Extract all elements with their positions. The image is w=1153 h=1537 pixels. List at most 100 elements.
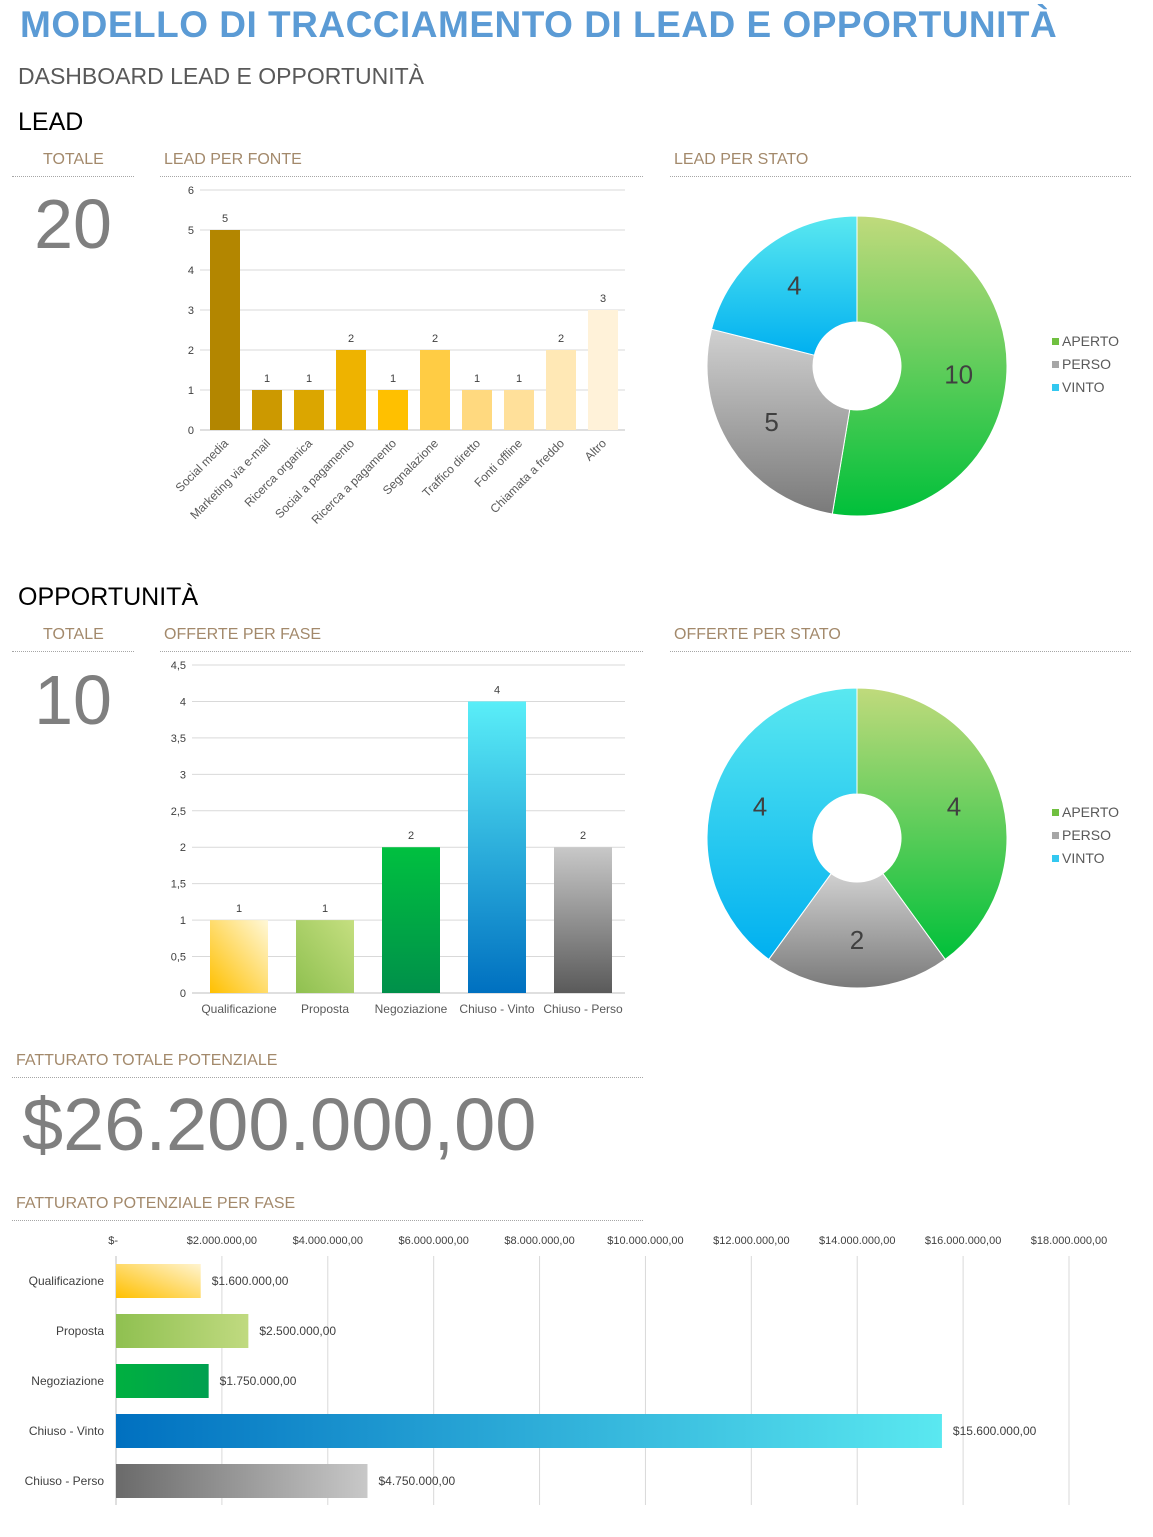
y-tick-label: 4,5	[171, 660, 186, 672]
y-tick-label: 3,5	[171, 733, 186, 745]
data-label: 2	[408, 830, 414, 842]
opp-total-label: TOTALE	[43, 626, 104, 643]
data-label: 2	[580, 830, 586, 842]
y-tick-label: Qualificazione	[29, 1274, 105, 1288]
lead-by-source-label: LEAD PER FONTE	[164, 151, 302, 168]
bar	[294, 390, 324, 430]
revenue-total-label: FATTURATO TOTALE POTENZIALE	[16, 1052, 278, 1069]
bar	[116, 1364, 209, 1398]
x-tick-label: Chiamata a freddo	[487, 436, 567, 516]
opp-by-status-label: OFFERTE PER STATO	[674, 626, 841, 643]
bar	[504, 390, 534, 430]
y-tick-label: 0,5	[171, 952, 186, 964]
lead-total-value: 20	[34, 185, 112, 263]
bar	[116, 1314, 249, 1348]
y-tick-label: Chiuso - Vinto	[29, 1424, 104, 1438]
legend-item-aperto: APERTO	[1052, 333, 1119, 349]
data-label: $1.750.000,00	[220, 1374, 297, 1388]
y-tick-label: 2,5	[171, 806, 186, 818]
bar	[116, 1464, 368, 1498]
legend-item-perso: PERSO	[1052, 827, 1119, 843]
data-label: 2	[558, 333, 564, 345]
y-tick-label: Negoziazione	[31, 1374, 104, 1388]
x-tick-label: $4.000.000,00	[293, 1235, 363, 1247]
donut-slice-perso	[768, 872, 946, 989]
data-label: 3	[600, 293, 606, 305]
lead-by-status-label: LEAD PER STATO	[674, 151, 809, 168]
x-tick-label: $12.000.000,00	[713, 1235, 789, 1247]
data-label: 1	[306, 373, 312, 385]
x-tick-label: $18.000.000,00	[1031, 1235, 1107, 1247]
slice-label: 5	[764, 407, 778, 437]
y-tick-label: 1	[188, 385, 194, 397]
y-tick-label: 3	[188, 305, 194, 317]
y-tick-label: 6	[188, 185, 194, 197]
data-label: 1	[516, 373, 522, 385]
y-tick-label: 4	[180, 696, 186, 708]
opp-by-phase-label: OFFERTE PER FASE	[164, 626, 322, 643]
bar	[252, 390, 282, 430]
y-tick-label: Chiuso - Perso	[25, 1474, 105, 1488]
opportunities-heading: OPPORTUNITÀ	[18, 583, 199, 611]
x-tick-label: Marketing via e-mail	[187, 436, 273, 522]
x-tick-label: $16.000.000,00	[925, 1235, 1001, 1247]
y-tick-label: 2	[188, 345, 194, 357]
bar	[296, 920, 354, 993]
data-label: 1	[390, 373, 396, 385]
page-subtitle: DASHBOARD LEAD E OPPORTUNITÀ	[18, 63, 424, 89]
x-tick-label: Social a pagamento	[272, 436, 357, 521]
page-title: MODELLO DI TRACCIAMENTO DI LEAD E OPPORT…	[20, 4, 1058, 45]
bar	[468, 701, 526, 993]
slice-label: 2	[850, 925, 864, 955]
x-tick-label: $6.000.000,00	[398, 1235, 468, 1247]
lead-heading: LEAD	[18, 108, 84, 136]
y-tick-label: 3	[180, 769, 186, 781]
data-label: 5	[222, 213, 228, 225]
donut-slice-vinto	[706, 687, 858, 961]
y-tick-label: 0	[180, 988, 186, 1000]
data-label: $15.600.000,00	[953, 1424, 1037, 1438]
y-tick-label: 2	[180, 842, 186, 854]
legend-item-vinto: VINTO	[1052, 850, 1119, 866]
data-label: 1	[236, 903, 242, 915]
x-tick-label: Altro	[582, 436, 610, 464]
data-label: 1	[322, 903, 328, 915]
revenue-total-value: $26.200.000,00	[22, 1083, 537, 1166]
x-tick-label: Chiuso - Perso	[543, 1002, 623, 1016]
legend-item-vinto: VINTO	[1052, 379, 1119, 395]
donut-slice-aperto	[856, 687, 1008, 961]
slice-label: 4	[787, 271, 801, 301]
x-tick-label: $-	[108, 1235, 118, 1247]
bar	[554, 847, 612, 993]
y-tick-label: 1	[180, 915, 186, 927]
data-label: $1.600.000,00	[212, 1274, 289, 1288]
data-label: 1	[264, 373, 270, 385]
bar	[462, 390, 492, 430]
data-label: 4	[494, 684, 500, 696]
data-label: 1	[474, 373, 480, 385]
bar	[382, 847, 440, 993]
y-tick-label: 5	[188, 225, 194, 237]
y-tick-label: Proposta	[56, 1324, 104, 1338]
x-tick-label: Negoziazione	[375, 1002, 448, 1016]
bar	[420, 350, 450, 430]
bar	[546, 350, 576, 430]
data-label: $4.750.000,00	[378, 1474, 455, 1488]
donut-slice-perso	[706, 328, 851, 515]
x-tick-label: Chiuso - Vinto	[459, 1002, 534, 1016]
data-label: 2	[348, 333, 354, 345]
y-tick-label: 0	[188, 425, 194, 437]
slice-label: 4	[753, 791, 767, 821]
bar	[588, 310, 618, 430]
data-label: $2.500.000,00	[259, 1324, 336, 1338]
lead-total-label: TOTALE	[43, 151, 104, 168]
offer-status-legend: APERTO PERSO VINTO	[1052, 804, 1119, 866]
slice-label: 10	[944, 359, 973, 389]
slice-label: 4	[947, 791, 961, 821]
y-tick-label: 4	[188, 265, 194, 277]
x-tick-label: Proposta	[301, 1002, 349, 1016]
bar	[336, 350, 366, 430]
x-tick-label: $10.000.000,00	[607, 1235, 683, 1247]
bar	[116, 1414, 942, 1448]
